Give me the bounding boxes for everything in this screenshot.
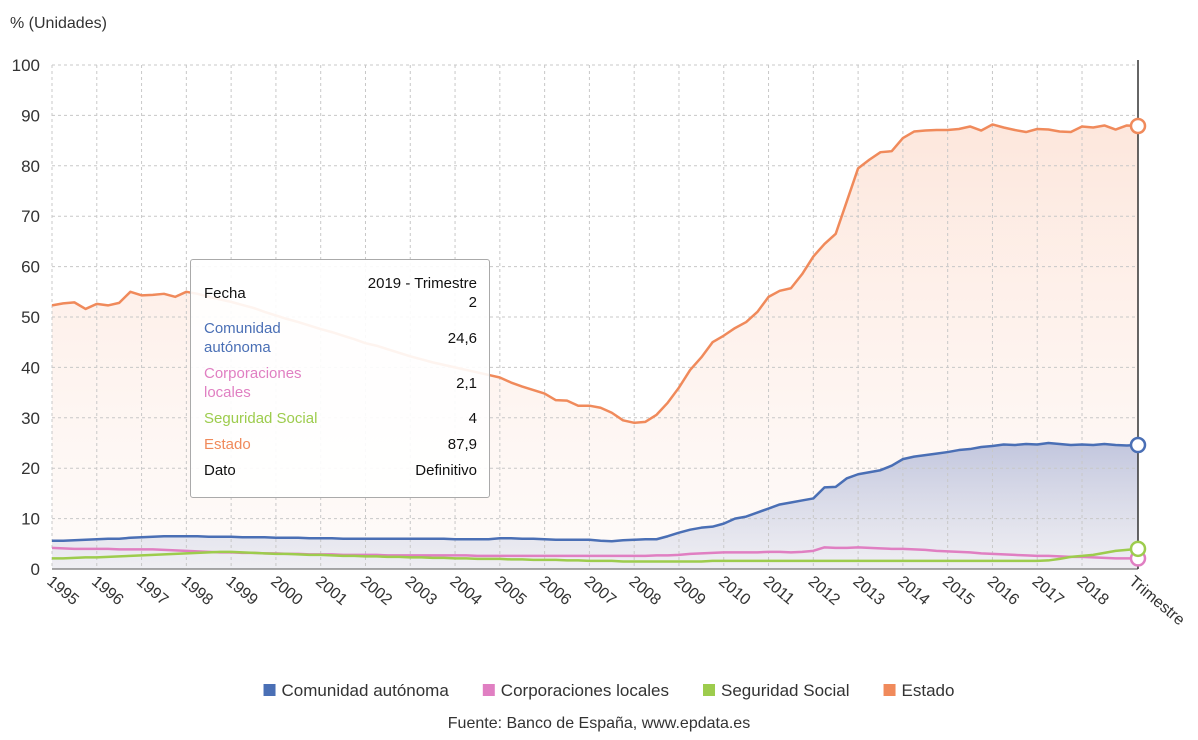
x-tick-label: 2012 [805, 573, 843, 609]
x-tick-label: 2004 [446, 573, 484, 609]
x-tick-label: 2010 [715, 573, 753, 609]
tooltip-row: Dato Definitivo [204, 461, 477, 480]
legend-label: Comunidad autónoma [282, 681, 450, 700]
legend-swatch [482, 684, 495, 696]
tooltip-value: 24,6 [447, 329, 477, 347]
x-tick-label: 2014 [894, 573, 932, 609]
y-tick-label: 10 [21, 510, 40, 529]
legend-label: Seguridad Social [721, 681, 850, 700]
y-tick-label: 0 [31, 560, 40, 579]
legend-swatch [883, 684, 896, 696]
x-tick-label: 2016 [984, 573, 1022, 609]
x-tick-label: 2013 [850, 573, 888, 609]
tooltip: Fecha 2019 - Trimestre 2 Comunidad autónom… [190, 259, 490, 498]
x-tick-label: 2011 [760, 573, 797, 608]
x-tick-label: 1995 [43, 573, 81, 609]
x-tick-label: 2007 [581, 573, 619, 609]
hover-marker [1129, 540, 1147, 558]
legend-swatch [703, 684, 716, 696]
tooltip-value: 87,9 [447, 436, 477, 453]
x-tick-label: 2000 [267, 573, 305, 609]
tooltip-value: 2019 - Trimestre 2 [367, 275, 477, 311]
x-tick-label: 1996 [88, 573, 126, 609]
tooltip-value: Definitivo [415, 462, 477, 479]
y-tick-label: 80 [21, 157, 40, 176]
x-tick-label: 2018 [1073, 573, 1111, 609]
tooltip-label: Dato [204, 462, 236, 479]
y-tick-label: 20 [21, 459, 40, 478]
tooltip-label: Comunidad autónoma [204, 320, 281, 356]
x-tick-label: 2005 [491, 573, 529, 609]
y-tick-label: 70 [21, 207, 40, 226]
tooltip-label: Corporaciones locales [204, 365, 302, 401]
tooltip-label: Seguridad Social [204, 410, 318, 427]
line [52, 441, 1139, 543]
x-tick-label: 1999 [223, 573, 261, 609]
hover-marker [1129, 117, 1147, 135]
legend-label: Estado [902, 681, 955, 700]
tooltip-row: Seguridad Social 4 [204, 409, 477, 428]
x-tick-label: 2006 [536, 573, 574, 609]
x-tick-label: 2002 [357, 573, 395, 609]
tooltip-label: Fecha [204, 284, 246, 302]
y-tick-label: 100 [12, 56, 40, 75]
area [52, 443, 1138, 569]
y-tick-label: 30 [21, 409, 40, 428]
tooltip-value: 4 [468, 410, 477, 427]
x-tick-label: 1998 [178, 573, 216, 609]
x-tick-label: 2015 [939, 573, 977, 609]
line [52, 547, 1139, 563]
x-axis-title: Trimestre [1125, 573, 1187, 629]
y-tick-label: 90 [21, 106, 40, 125]
tooltip-row: Comunidad autónoma 24,6 [204, 319, 477, 357]
tooltip-label: Estado [204, 436, 251, 453]
hover-marker [1129, 436, 1147, 454]
tooltip-row: Corporaciones locales 2,1 [204, 364, 477, 402]
x-tick-label: 2009 [670, 573, 708, 609]
source: Fuente: Banco de España, www.epdata.es [448, 715, 750, 732]
legend: Comunidad autónoma Corporaciones locales S… [263, 681, 955, 700]
x-tick-label: 2003 [402, 573, 440, 609]
x-tick-label: 2008 [626, 573, 664, 609]
y-tick-label: 40 [21, 358, 40, 377]
tooltip-row: Estado 87,9 [204, 435, 477, 454]
y-tick-label: 50 [21, 308, 40, 327]
x-tick-label: 2017 [1029, 573, 1067, 609]
legend-label: Corporaciones locales [501, 681, 669, 700]
y-tick-label: 60 [21, 258, 40, 277]
tooltip-row: Fecha 2019 - Trimestre 2 [204, 274, 477, 312]
legend-swatch [263, 684, 276, 696]
y-axis-title: % (Unidades) [10, 15, 107, 32]
x-tick-label: 1997 [133, 573, 171, 609]
x-tick-label: 2001 [312, 573, 350, 609]
tooltip-value: 2,1 [456, 374, 477, 392]
